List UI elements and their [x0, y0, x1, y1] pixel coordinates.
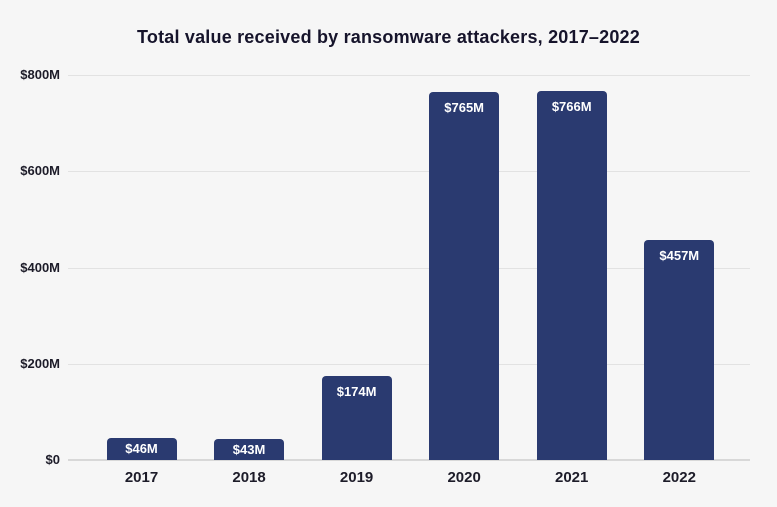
- bar-2021: $766M: [536, 91, 607, 460]
- y-tick-label-800: $800M: [20, 67, 60, 82]
- y-tick-label-600: $600M: [20, 163, 60, 179]
- bar-2019: $174M: [321, 376, 392, 460]
- gridline-600m: [68, 171, 750, 173]
- bar-2022: $457M: [644, 240, 715, 460]
- bar-value-label: $457M: [659, 248, 700, 264]
- x-tick-label-2020: 2020: [447, 469, 481, 486]
- bar-value-label: $46M: [125, 441, 158, 457]
- bar-value-label: $43M: [232, 442, 266, 458]
- chart-title: Total value received by ransomware attac…: [137, 27, 640, 47]
- x-tick-label-2019: 2019: [339, 469, 374, 486]
- bar-2020: $765M: [429, 91, 500, 460]
- bar-value-label: $766M: [551, 99, 592, 115]
- x-tick-label-2022: 2022: [662, 469, 696, 486]
- x-tick-label-2018: 2018: [232, 469, 266, 486]
- x-tick-label-2017: 2017: [124, 469, 159, 486]
- y-tick-label-400: $400M: [20, 259, 60, 275]
- y-tick-label-200: $200M: [20, 355, 60, 371]
- bar-2017: $46M: [106, 437, 177, 460]
- bar-value-label: $174M: [336, 384, 377, 400]
- y-tick-label-0: $0: [45, 452, 60, 467]
- bar-2018: $43M: [214, 439, 285, 460]
- bar-value-label: $765M: [444, 99, 485, 115]
- gridline-800m: [68, 75, 750, 76]
- x-tick-label-2021: 2021: [555, 469, 589, 486]
